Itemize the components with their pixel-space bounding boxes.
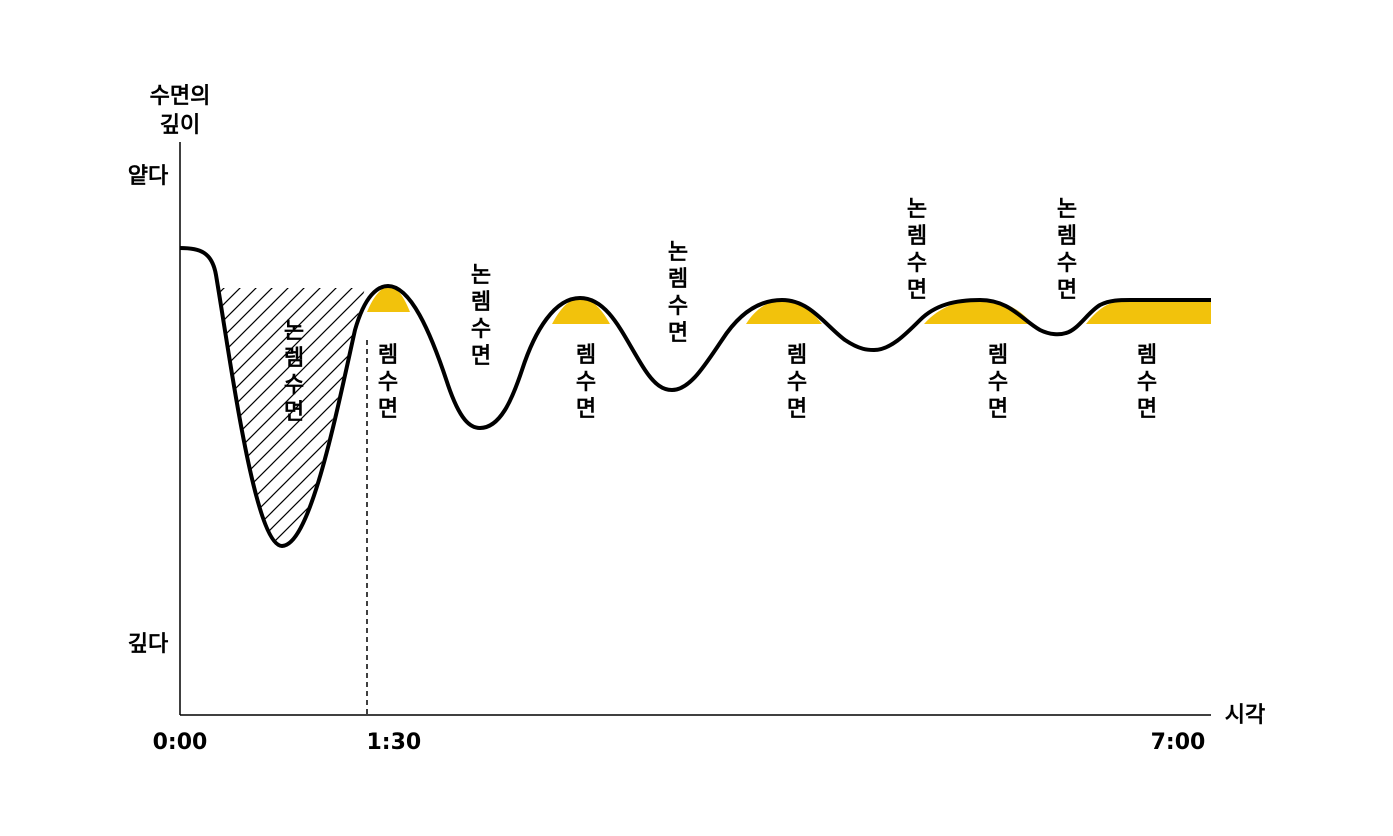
sleep-stage-labels: 논 렘 수 면렘 수 면논 렘 수 면 렘 수 면논 렘 수 면렘 수 면논 렘 수 면렘 수 면논 렘 수 면렘 수 면 [284,197,1157,425]
deep-sleep-hatch-area [220,288,365,546]
rem-highlight [1086,300,1211,324]
x-tick-label: 0:00 [153,730,208,755]
x-axis-title: 시각 [1225,703,1265,728]
y-axis-title-line1: 수면의 [150,84,211,109]
x-tick-labels: 0:00 1:30 7:00 [153,730,1206,755]
rem-highlight [746,300,822,324]
y-axis-top-label: 얕다 [128,164,169,189]
rem-highlight [367,286,410,312]
x-tick-label: 7:00 [1151,730,1206,755]
y-axis-bottom-label: 깊다 [128,632,169,657]
sleep-depth-curve [179,246,1211,548]
y-axis-title-line2: 깊이 [160,113,200,138]
rem-highlight [552,298,610,324]
x-tick-label: 1:30 [366,730,421,755]
